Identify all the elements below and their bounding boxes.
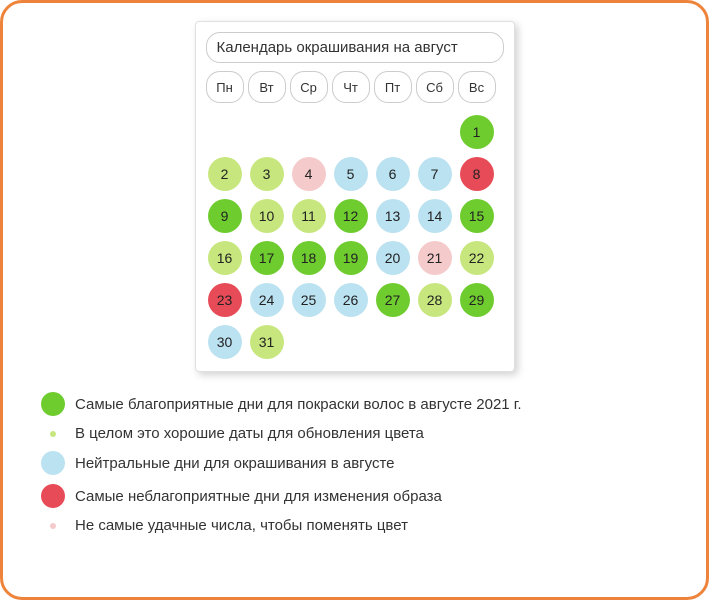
day-cell: 12: [332, 197, 370, 235]
day-cell: 21: [416, 239, 454, 277]
legend-text: Не самые удачные числа, чтобы поменять ц…: [75, 517, 408, 534]
day-circle[interactable]: 29: [460, 283, 494, 317]
weekday-cell: Вт: [248, 71, 286, 103]
day-circle[interactable]: 9: [208, 199, 242, 233]
day-cell: 5: [332, 155, 370, 193]
day-cell: 2: [206, 155, 244, 193]
days-grid: 1234567891011121314151617181920212223242…: [206, 113, 504, 361]
outer-frame: Календарь окрашивания на август ПнВтСрЧт…: [0, 0, 709, 600]
day-circle[interactable]: 1: [460, 115, 494, 149]
weekday-cell: Пт: [374, 71, 412, 103]
empty-cell: [206, 113, 244, 151]
legend-dot-icon: [50, 431, 56, 437]
legend-dot-icon: [50, 523, 56, 529]
weekday-cell: Сб: [416, 71, 454, 103]
day-cell: 24: [248, 281, 286, 319]
day-cell: 16: [206, 239, 244, 277]
day-cell: 10: [248, 197, 286, 235]
empty-cell: [374, 113, 412, 151]
day-circle[interactable]: 7: [418, 157, 452, 191]
day-circle[interactable]: 6: [376, 157, 410, 191]
day-circle[interactable]: 10: [250, 199, 284, 233]
day-cell: 31: [248, 323, 286, 361]
day-circle[interactable]: 21: [418, 241, 452, 275]
day-cell: 28: [416, 281, 454, 319]
day-cell: 9: [206, 197, 244, 235]
day-circle[interactable]: 14: [418, 199, 452, 233]
day-cell: 13: [374, 197, 412, 235]
day-circle[interactable]: 24: [250, 283, 284, 317]
day-cell: 29: [458, 281, 496, 319]
weekday-cell: Пн: [206, 71, 244, 103]
legend-row: Самые благоприятные дни для покраски вол…: [35, 392, 688, 416]
day-circle[interactable]: 8: [460, 157, 494, 191]
day-cell: 17: [248, 239, 286, 277]
day-cell: 14: [416, 197, 454, 235]
day-cell: 18: [290, 239, 328, 277]
day-circle[interactable]: 15: [460, 199, 494, 233]
day-cell: 7: [416, 155, 454, 193]
day-circle[interactable]: 28: [418, 283, 452, 317]
legend-row: Самые неблагоприятные дни для изменения …: [35, 484, 688, 508]
day-circle[interactable]: 23: [208, 283, 242, 317]
day-circle[interactable]: 16: [208, 241, 242, 275]
legend-row: В целом это хорошие даты для обновления …: [35, 425, 688, 442]
weekday-cell: Вс: [458, 71, 496, 103]
day-cell: 6: [374, 155, 412, 193]
empty-cell: [332, 113, 370, 151]
empty-cell: [416, 113, 454, 151]
weekday-cell: Чт: [332, 71, 370, 103]
calendar-card: Календарь окрашивания на август ПнВтСрЧт…: [195, 21, 515, 372]
day-circle[interactable]: 26: [334, 283, 368, 317]
empty-cell: [290, 113, 328, 151]
legend-text: Самые благоприятные дни для покраски вол…: [75, 396, 522, 413]
day-circle[interactable]: 31: [250, 325, 284, 359]
day-circle[interactable]: 25: [292, 283, 326, 317]
legend-row: Не самые удачные числа, чтобы поменять ц…: [35, 517, 688, 534]
weekday-row: ПнВтСрЧтПтСбВс: [206, 71, 504, 103]
legend: Самые благоприятные дни для покраски вол…: [35, 392, 688, 534]
day-cell: 27: [374, 281, 412, 319]
day-cell: 23: [206, 281, 244, 319]
day-circle[interactable]: 2: [208, 157, 242, 191]
legend-text: Самые неблагоприятные дни для изменения …: [75, 488, 442, 505]
day-cell: 25: [290, 281, 328, 319]
day-circle[interactable]: 12: [334, 199, 368, 233]
day-circle[interactable]: 4: [292, 157, 326, 191]
weekday-cell: Ср: [290, 71, 328, 103]
day-circle[interactable]: 11: [292, 199, 326, 233]
day-cell: 8: [458, 155, 496, 193]
day-circle[interactable]: 20: [376, 241, 410, 275]
day-circle[interactable]: 18: [292, 241, 326, 275]
day-cell: 30: [206, 323, 244, 361]
empty-cell: [248, 113, 286, 151]
legend-dot-icon: [41, 451, 65, 475]
day-circle[interactable]: 27: [376, 283, 410, 317]
day-cell: 19: [332, 239, 370, 277]
day-cell: 22: [458, 239, 496, 277]
day-circle[interactable]: 22: [460, 241, 494, 275]
day-cell: 11: [290, 197, 328, 235]
legend-dot-icon: [41, 392, 65, 416]
day-circle[interactable]: 17: [250, 241, 284, 275]
day-cell: 4: [290, 155, 328, 193]
legend-text: В целом это хорошие даты для обновления …: [75, 425, 424, 442]
day-cell: 26: [332, 281, 370, 319]
legend-text: Нейтральные дни для окрашивания в август…: [75, 455, 395, 472]
day-cell: 1: [458, 113, 496, 151]
day-cell: 15: [458, 197, 496, 235]
day-circle[interactable]: 13: [376, 199, 410, 233]
day-circle[interactable]: 30: [208, 325, 242, 359]
legend-dot-icon: [41, 484, 65, 508]
calendar-title: Календарь окрашивания на август: [206, 32, 504, 63]
day-circle[interactable]: 19: [334, 241, 368, 275]
day-cell: 20: [374, 239, 412, 277]
day-circle[interactable]: 5: [334, 157, 368, 191]
day-cell: 3: [248, 155, 286, 193]
day-circle[interactable]: 3: [250, 157, 284, 191]
legend-row: Нейтральные дни для окрашивания в август…: [35, 451, 688, 475]
